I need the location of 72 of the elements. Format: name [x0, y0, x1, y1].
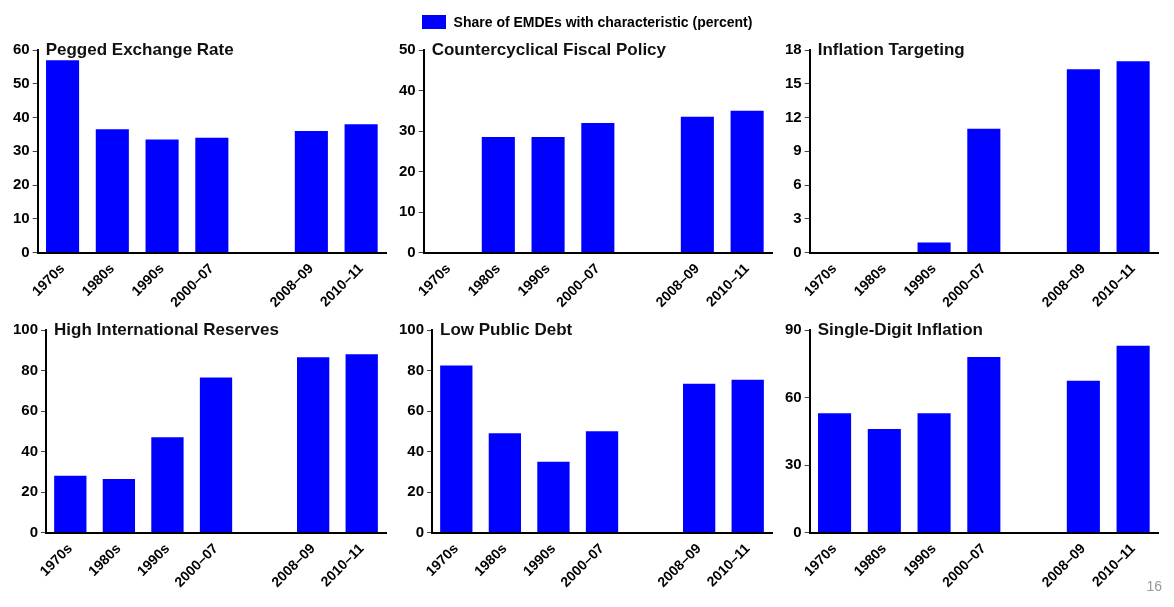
y-tick-label: 100 — [13, 320, 39, 338]
y-tick-label: 0 — [793, 522, 802, 540]
bar — [1116, 345, 1150, 533]
y-tick-label: 20 — [21, 482, 39, 500]
y-tick-label: 30 — [399, 121, 416, 139]
y-tick-label: 40 — [13, 107, 30, 125]
y-tick-label: 10 — [13, 208, 30, 226]
bar — [54, 475, 87, 533]
bar — [294, 131, 328, 253]
y-tick-label: 9 — [793, 141, 802, 159]
chart-title: Single-Digit Inflation — [817, 320, 983, 340]
bar — [46, 60, 80, 253]
y-tick-label: 60 — [21, 401, 39, 419]
bar — [818, 413, 852, 533]
y-tick-label: 40 — [407, 441, 425, 459]
bar — [345, 354, 378, 533]
y-tick-label: 80 — [407, 360, 425, 378]
chart-title: Low Public Debt — [440, 320, 573, 340]
y-tick-label: 20 — [399, 161, 416, 179]
bar — [731, 379, 764, 533]
y-tick-label: 3 — [793, 208, 802, 226]
y-tick-label: 12 — [785, 107, 802, 125]
y-tick-label: 20 — [13, 175, 30, 193]
bar — [585, 431, 619, 533]
y-tick-label: 0 — [21, 242, 30, 260]
bar — [145, 139, 179, 253]
bar — [867, 429, 901, 533]
y-tick-label: 20 — [407, 482, 425, 500]
y-tick-label: 40 — [399, 80, 416, 98]
bar — [917, 413, 951, 533]
chart-title: Inflation Targeting — [817, 40, 965, 60]
bar — [151, 437, 184, 533]
y-tick-label: 50 — [13, 73, 30, 91]
y-tick-label: 0 — [793, 242, 802, 260]
bar — [297, 357, 330, 533]
bar — [102, 478, 136, 533]
chart-title: Countercyclical Fiscal Policy — [431, 40, 667, 60]
text: 16 — [1146, 577, 1163, 594]
bar — [683, 383, 716, 533]
bar — [344, 124, 378, 253]
bar — [95, 129, 129, 253]
y-tick-label: 30 — [785, 455, 802, 473]
bar — [488, 433, 522, 533]
bar — [1066, 380, 1100, 533]
chart-title: High International Reserves — [54, 320, 279, 340]
y-tick-label: 18 — [785, 40, 802, 58]
bar — [199, 377, 233, 533]
bar — [967, 357, 1001, 533]
y-tick-label: 60 — [13, 40, 30, 58]
y-tick-label: 10 — [399, 202, 416, 220]
y-tick-label: 30 — [13, 141, 30, 159]
legend-label: Share of EMDEs with characteristic (percent) — [453, 14, 753, 30]
y-tick-label: 6 — [793, 175, 802, 193]
y-tick-label: 60 — [785, 387, 802, 405]
y-tick-label: 40 — [21, 441, 39, 459]
bar — [195, 137, 229, 253]
y-tick-label: 0 — [407, 242, 416, 260]
bar — [1116, 61, 1150, 253]
chart-title: Pegged Exchange Rate — [45, 40, 234, 60]
y-tick-label: 0 — [415, 522, 425, 540]
bar — [1066, 69, 1100, 253]
y-tick-label: 15 — [785, 73, 802, 91]
y-tick-label: 100 — [399, 320, 425, 338]
y-tick-label: 60 — [407, 401, 425, 419]
bar — [917, 242, 951, 253]
bar — [967, 128, 1001, 253]
y-tick-label: 0 — [29, 522, 39, 540]
y-tick-label: 80 — [21, 360, 39, 378]
bar — [537, 461, 570, 533]
y-tick-label: 50 — [399, 40, 416, 58]
bar — [440, 365, 473, 533]
y-tick-label: 90 — [785, 320, 802, 338]
